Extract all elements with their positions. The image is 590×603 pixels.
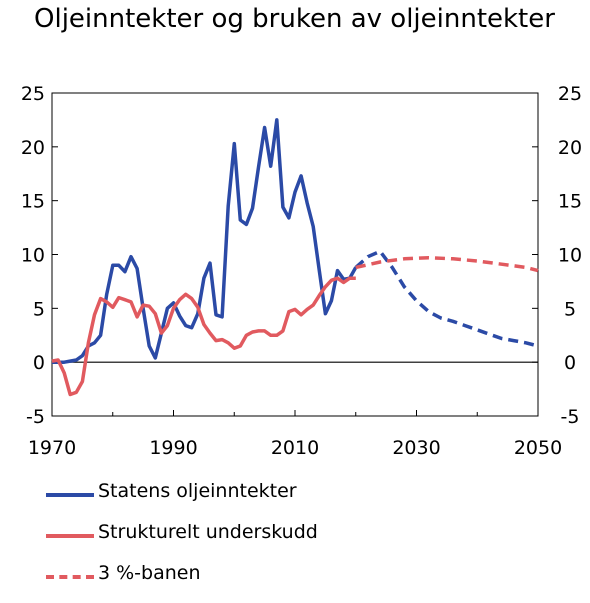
x-tick-label: 2030 <box>392 437 440 459</box>
y-tick-label-left: 20 <box>21 137 45 159</box>
axes <box>51 92 539 417</box>
y-tick-label-left: 5 <box>33 298 45 320</box>
y-tick-label-left: 10 <box>21 245 45 267</box>
x-tick-label: 1990 <box>149 437 197 459</box>
series-line-2 <box>51 276 356 397</box>
x-tick-label: 2010 <box>271 437 319 459</box>
y-tick-label-right: 20 <box>558 137 582 159</box>
series-line-1 <box>354 249 539 348</box>
legend-swatch-red-dashed <box>46 575 94 579</box>
plot-frame <box>51 92 539 417</box>
series-line-3 <box>355 255 539 273</box>
chart-title: Oljeinntekter og bruken av oljeinntekter <box>34 4 555 34</box>
y-tick-label-left: 0 <box>33 352 45 374</box>
legend-label: Statens oljeinntekter <box>98 480 297 502</box>
y-tick-label-right: 25 <box>558 83 582 105</box>
y-tick-label-left: 25 <box>21 83 45 105</box>
legend-label: 3 %-banen <box>98 562 201 584</box>
legend-swatch-red-solid <box>46 534 94 538</box>
y-tick-label-right: 0 <box>564 352 576 374</box>
y-tick-label-right: 15 <box>558 191 582 213</box>
y-tick-label-right: 5 <box>564 298 576 320</box>
x-tick-label: 2050 <box>514 437 562 459</box>
y-tick-label-left: 15 <box>21 191 45 213</box>
x-tick-label: 1970 <box>28 437 76 459</box>
legend-label: Strukturelt underskudd <box>98 521 318 543</box>
line-chart: 25 20 15 10 5 0 -5 25 20 15 10 5 0 -5 1970 1990 2010 2030… <box>21 83 582 459</box>
y-tick-label-left: -5 <box>26 406 45 428</box>
series-line-0 <box>52 118 358 364</box>
y-tick-label-right: 10 <box>558 245 582 267</box>
tick-labels: 25 20 15 10 5 0 -5 25 20 15 10 5 0 -5 1970 1990 2010 2030… <box>21 83 582 459</box>
legend-swatch-blue-solid <box>46 493 94 497</box>
y-tick-label-right: -5 <box>561 406 580 428</box>
series-lines <box>51 118 539 397</box>
